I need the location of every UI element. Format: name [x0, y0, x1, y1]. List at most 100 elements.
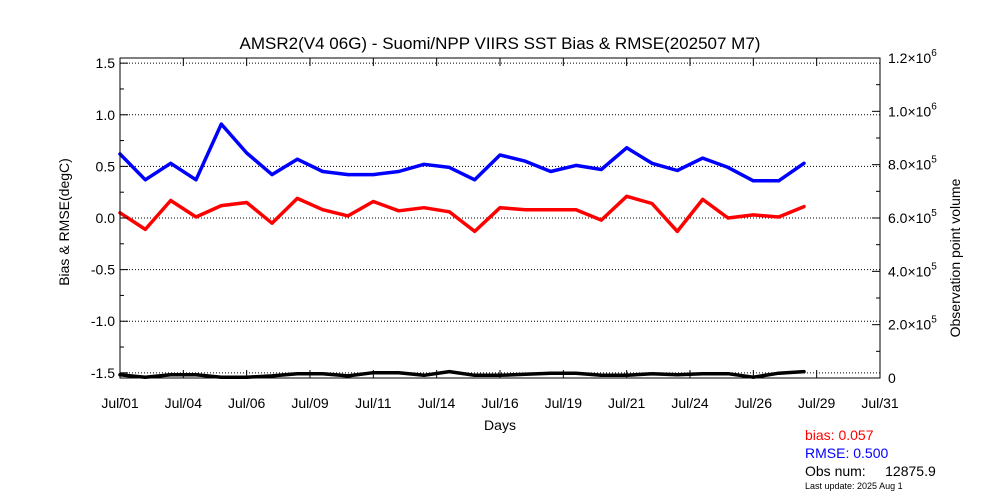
y2-tick-label: 6.0×105: [888, 208, 937, 226]
y-tick-label: 1.5: [96, 55, 116, 71]
data-point: [599, 167, 603, 171]
data-point: [169, 373, 173, 377]
rmse-stat: RMSE: 0.500: [805, 445, 889, 461]
series-line-rmse: [118, 122, 806, 183]
y-tick-label: -1.0: [91, 313, 115, 329]
y2-tick-label: 1.0×106: [888, 101, 937, 119]
data-point: [777, 215, 781, 219]
x-tick-label: Jul/21: [608, 395, 646, 411]
data-point: [650, 161, 654, 165]
data-point: [599, 218, 603, 222]
data-point: [346, 173, 350, 177]
data-point: [726, 165, 730, 169]
y2-tick-label: 2.0×105: [888, 315, 937, 333]
data-point: [523, 159, 527, 163]
y-tick-label: -0.5: [91, 262, 115, 278]
data-point: [422, 206, 426, 210]
y2-tick-label: 0: [888, 370, 896, 386]
data-point: [447, 165, 451, 169]
data-point: [270, 173, 274, 177]
obs-num-stat: Obs num: 12875.9: [805, 463, 936, 479]
data-point: [599, 373, 603, 377]
y2-tick-exponent: 5: [931, 155, 937, 166]
x-tick-label: Jul/26: [735, 395, 773, 411]
data-point: [270, 221, 274, 225]
data-point: [245, 151, 249, 155]
y2-axis-label: Observation point volume: [947, 178, 963, 337]
data-point: [295, 196, 299, 200]
x-tick-label: Jul/29: [798, 395, 836, 411]
data-point: [802, 205, 806, 209]
data-point: [574, 371, 578, 375]
data-point: [321, 208, 325, 212]
last-update: Last update: 2025 Aug 1: [805, 481, 903, 491]
data-point: [549, 371, 553, 375]
data-point: [751, 179, 755, 183]
data-point: [498, 153, 502, 157]
data-point: [675, 169, 679, 173]
y2-tick-exponent: 5: [931, 315, 937, 326]
data-point: [447, 370, 451, 374]
series-line-bias: [118, 194, 806, 234]
y2-tick-label: 4.0×105: [888, 261, 937, 279]
data-point: [169, 198, 173, 202]
data-point: [625, 146, 629, 150]
data-point: [625, 194, 629, 198]
data-point: [422, 162, 426, 166]
data-point: [802, 370, 806, 374]
data-point: [777, 179, 781, 183]
data-point: [397, 170, 401, 174]
data-point: [726, 216, 730, 220]
data-point: [549, 208, 553, 212]
y-tick-label: 1.0: [96, 107, 116, 123]
data-point: [245, 201, 249, 205]
data-point: [371, 199, 375, 203]
y-tick-label: 0.0: [96, 210, 116, 226]
chart-title: AMSR2(V4 06G) - Suomi/NPP VIIRS SST Bias…: [240, 34, 761, 53]
data-point: [397, 209, 401, 213]
data-point: [498, 206, 502, 210]
x-tick-label: Jul/14: [418, 395, 456, 411]
grid-lines: [120, 62, 880, 374]
data-point: [194, 215, 198, 219]
data-point: [295, 157, 299, 161]
x-axis-label: Days: [484, 417, 516, 433]
x-tick-label: Jul/19: [545, 395, 583, 411]
x-tick-label: Jul/04: [165, 395, 203, 411]
y2-tick-exponent: 5: [931, 261, 937, 272]
data-point: [194, 373, 198, 377]
data-point: [523, 208, 527, 212]
x-tick-label: Jul/16: [481, 395, 519, 411]
data-point: [650, 372, 654, 376]
x-tick-label: Jul/31: [861, 395, 899, 411]
data-point: [270, 374, 274, 378]
x-tick-label: Jul/09: [291, 395, 329, 411]
data-point: [473, 178, 477, 182]
x-axis-ticks: Jul/01 Jul/04 Jul/06 Jul/09 Jul/11 Jul/14 Jul/…: [101, 58, 899, 411]
data-point: [726, 372, 730, 376]
y2-tick-exponent: 6: [931, 101, 937, 112]
data-point: [219, 122, 223, 126]
y-tick-label: -1.5: [91, 365, 115, 381]
data-point: [701, 156, 705, 160]
data-point: [802, 161, 806, 165]
y-axis-label: Bias & RMSE(degC): [56, 158, 72, 286]
data-point: [473, 373, 477, 377]
data-point: [194, 178, 198, 182]
data-point: [675, 373, 679, 377]
data-point: [219, 204, 223, 208]
data-point: [321, 170, 325, 174]
data-point: [473, 229, 477, 233]
x-tick-label: Jul/01: [101, 395, 139, 411]
x-tick-label: Jul/11: [355, 395, 392, 411]
data-point: [549, 170, 553, 174]
data-point: [777, 371, 781, 375]
bias-stat: bias: 0.057: [805, 427, 874, 443]
y-axis-ticks: 1.5 1.0 0.5 0.0 -0.5 -1.0 -1.5: [91, 55, 128, 400]
data-point: [701, 197, 705, 201]
x-tick-label: Jul/06: [228, 395, 266, 411]
data-point: [523, 372, 527, 376]
data-point: [675, 229, 679, 233]
data-point: [346, 214, 350, 218]
